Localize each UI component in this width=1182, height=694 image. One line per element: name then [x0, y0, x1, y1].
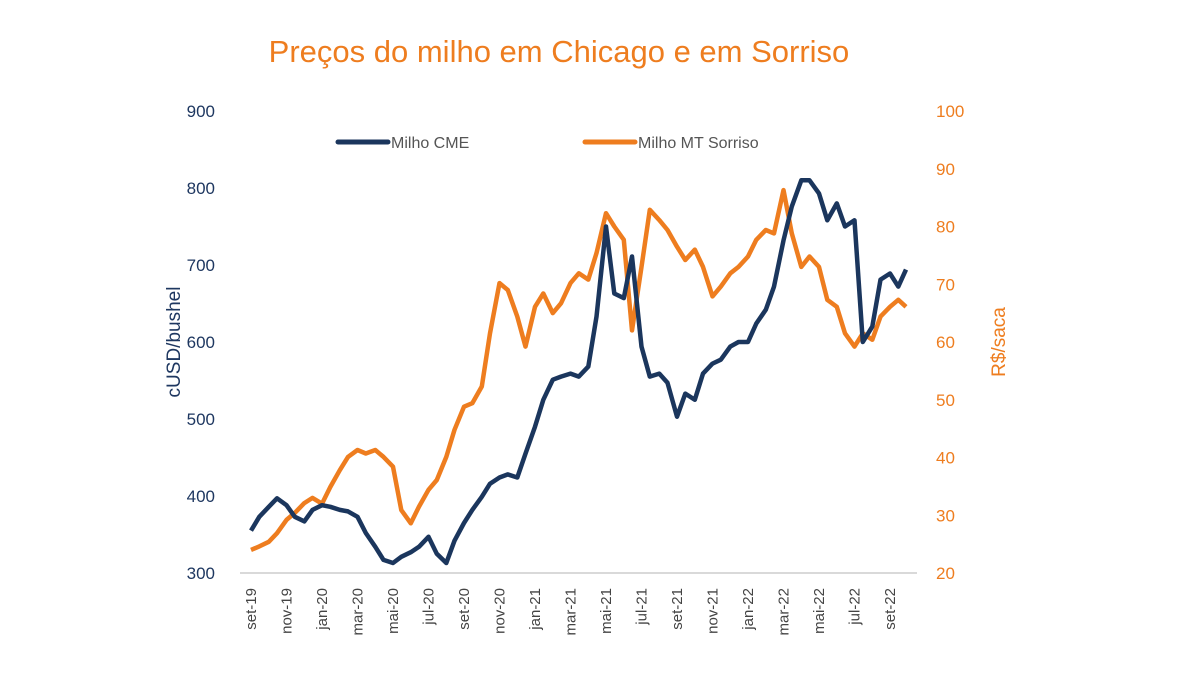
chart-title: Preços do milho em Chicago e em Sorriso	[269, 34, 850, 69]
x-tick-label: mar-20	[350, 588, 367, 636]
right-y-tick-label: 90	[936, 160, 955, 179]
x-tick-label: mai-21	[598, 588, 615, 634]
right-y-tick-label: 40	[936, 449, 955, 468]
right-y-tick-label: 60	[936, 333, 955, 352]
right-y-tick-label: 100	[936, 102, 964, 121]
right-y-tick-label: 30	[936, 506, 955, 525]
left-y-tick-label: 600	[187, 333, 215, 352]
x-tick-label: jan-21	[527, 588, 544, 631]
x-tick-label: set-20	[456, 588, 473, 630]
series-line-milho-cme	[249, 178, 909, 566]
left-y-tick-label: 800	[187, 179, 215, 198]
right-y-axis: 100 90 80 70 60 50 40 30 20	[936, 102, 964, 583]
x-tick-label: jul-21	[634, 588, 651, 626]
left-y-tick-label: 300	[187, 564, 215, 583]
legend-label-sorriso: Milho MT Sorriso	[638, 135, 759, 152]
x-tick-label: jan-22	[740, 588, 757, 631]
right-y-axis-label: R$/saca	[989, 307, 1010, 377]
x-tick-label: nov-21	[705, 588, 722, 634]
x-axis: set-19 nov-19 jan-20 mar-20 mai-20 jul-20 set-…	[243, 588, 899, 636]
left-y-tick-label: 400	[187, 487, 215, 506]
left-y-tick-label: 900	[187, 102, 215, 121]
x-tick-label: mar-22	[776, 588, 793, 636]
legend: Milho CME Milho MT Sorriso	[335, 135, 759, 152]
x-tick-label: nov-19	[279, 588, 296, 634]
right-y-tick-label: 20	[936, 564, 955, 583]
x-tick-label: nov-20	[492, 588, 509, 634]
x-tick-label: set-22	[882, 588, 899, 630]
x-tick-label: mar-21	[563, 588, 580, 636]
left-y-axis: 900 800 700 600 500 400 300	[187, 102, 215, 583]
legend-label-cme: Milho CME	[391, 135, 469, 152]
x-tick-label: mai-22	[811, 588, 828, 634]
plot-lines	[249, 178, 909, 566]
series-line-milho-mt-sorriso	[250, 187, 908, 552]
left-y-tick-label: 500	[187, 410, 215, 429]
x-tick-label: jan-20	[314, 588, 331, 631]
x-tick-label: mai-20	[385, 588, 402, 634]
x-tick-label: jul-20	[421, 588, 438, 626]
x-tick-label: set-19	[243, 588, 260, 630]
right-y-tick-label: 70	[936, 275, 955, 294]
x-tick-label: jul-22	[847, 588, 864, 626]
left-y-axis-label: cUSD/bushel	[164, 287, 185, 398]
x-tick-label: set-21	[669, 588, 686, 630]
right-y-tick-label: 50	[936, 391, 955, 410]
right-y-tick-label: 80	[936, 218, 955, 237]
left-y-tick-label: 700	[187, 256, 215, 275]
